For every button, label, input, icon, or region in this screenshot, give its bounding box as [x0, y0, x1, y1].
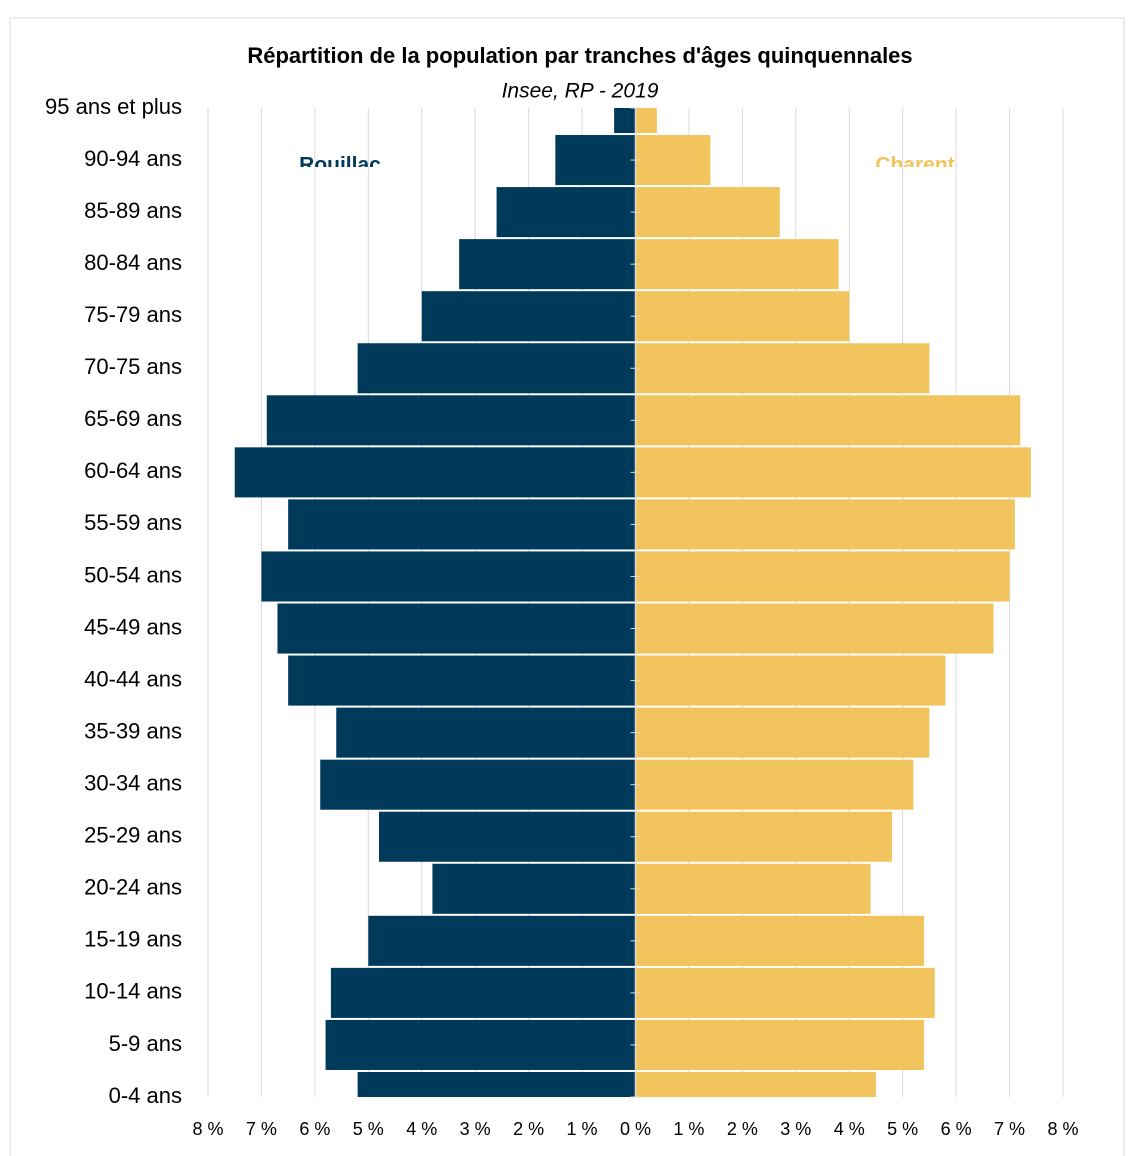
- x-tick-label: 3 %: [780, 1119, 811, 1139]
- bar: [261, 551, 636, 602]
- bar: [277, 603, 636, 654]
- bar: [432, 863, 636, 914]
- bar: [421, 291, 636, 342]
- x-tick-label: 0 %: [620, 1119, 651, 1139]
- x-tick-label: 7 %: [994, 1119, 1025, 1139]
- bar: [635, 108, 657, 134]
- bar: [266, 395, 636, 446]
- y-tick-label: 95 ans et plus: [45, 94, 182, 119]
- bar: [325, 1019, 636, 1070]
- legend-label: Rouillac: [299, 154, 381, 177]
- chart-title: Répartition de la population par tranche…: [247, 43, 912, 68]
- bar: [357, 1071, 636, 1097]
- x-tick-label: 4 %: [406, 1119, 437, 1139]
- x-tick-label: 5 %: [353, 1119, 384, 1139]
- y-tick-label: 80-84 ans: [84, 250, 182, 275]
- bar: [635, 343, 930, 394]
- bar: [635, 863, 871, 914]
- bar: [555, 135, 636, 186]
- x-tick-label: 8 %: [1047, 1119, 1078, 1139]
- bar: [635, 135, 711, 186]
- y-tick-label: 70-75 ans: [84, 354, 182, 379]
- y-tick-label: 5-9 ans: [109, 1031, 182, 1056]
- bar: [635, 447, 1031, 498]
- bar: [635, 239, 839, 290]
- bar: [635, 915, 925, 966]
- x-tick-label: 5 %: [887, 1119, 918, 1139]
- bars: [234, 108, 1031, 1097]
- bar: [635, 967, 935, 1018]
- bar: [368, 915, 636, 966]
- bar: [288, 655, 636, 706]
- bar: [635, 551, 1010, 602]
- y-tick-label: 90-94 ans: [84, 146, 182, 171]
- y-tick-label: 0-4 ans: [109, 1083, 182, 1108]
- bar: [459, 239, 636, 290]
- y-tick-label: 30-34 ans: [84, 770, 182, 795]
- bar: [379, 811, 636, 862]
- y-tick-label: 45-49 ans: [84, 614, 182, 639]
- y-tick-label: 75-79 ans: [84, 302, 182, 327]
- bar: [635, 811, 892, 862]
- x-tick-label: 2 %: [727, 1119, 758, 1139]
- bar: [635, 395, 1021, 446]
- bar: [614, 108, 636, 134]
- legend: Rouillac Charent: [299, 154, 955, 177]
- bar: [635, 655, 946, 706]
- x-tick-label: 6 %: [941, 1119, 972, 1139]
- x-tick-label: 3 %: [460, 1119, 491, 1139]
- x-tick-label: 7 %: [246, 1119, 277, 1139]
- y-tick-label: 35-39 ans: [84, 718, 182, 743]
- x-tick-label: 2 %: [513, 1119, 544, 1139]
- y-tick-label: 50-54 ans: [84, 562, 182, 587]
- y-tick-label: 15-19 ans: [84, 927, 182, 952]
- chart-border: [9, 17, 1125, 1156]
- x-tick-label: 4 %: [834, 1119, 865, 1139]
- y-tick-label: 85-89 ans: [84, 198, 182, 223]
- bar: [635, 603, 994, 654]
- bar: [320, 759, 636, 810]
- chart-subtitle: Insee, RP - 2019: [502, 80, 659, 103]
- bar: [496, 187, 636, 238]
- y-tick-label: 40-44 ans: [84, 666, 182, 691]
- bar: [635, 707, 930, 758]
- x-tick-label: 8 %: [192, 1119, 223, 1139]
- x-tick-label: 1 %: [567, 1119, 598, 1139]
- y-tick-label: 10-14 ans: [84, 979, 182, 1004]
- axis: 8 % 7 % 6 % 5 % 4 % 3 % 2 % 1 % 0 % 1 % 2 % 3 % 4 % 5…: [45, 94, 1079, 1139]
- bar: [635, 291, 850, 342]
- bar: [635, 1071, 876, 1097]
- y-tick-label: 65-69 ans: [84, 406, 182, 431]
- bar: [330, 967, 636, 1018]
- bar: [357, 343, 636, 394]
- bar: [336, 707, 636, 758]
- y-tick-label: 60-64 ans: [84, 458, 182, 483]
- legend-label: Charent: [875, 154, 954, 177]
- bar: [635, 759, 914, 810]
- bar: [635, 499, 1015, 550]
- bar: [288, 499, 636, 550]
- y-tick-label: 55-59 ans: [84, 510, 182, 535]
- bar: [234, 447, 636, 498]
- x-tick-label: 6 %: [299, 1119, 330, 1139]
- x-tick-label: 1 %: [673, 1119, 704, 1139]
- y-tick-label: 20-24 ans: [84, 875, 182, 900]
- bar: [635, 1019, 925, 1070]
- bar: [635, 187, 780, 238]
- y-tick-label: 25-29 ans: [84, 823, 182, 848]
